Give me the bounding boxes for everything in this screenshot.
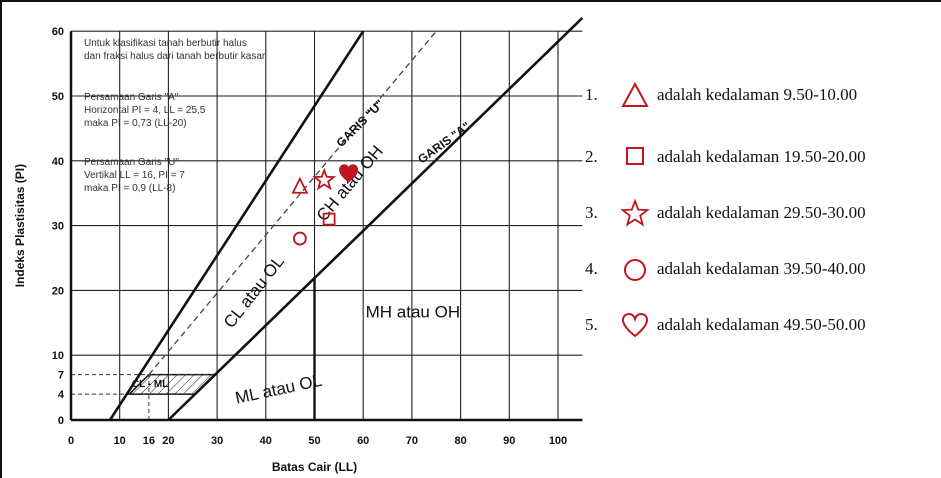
x-tick-label: 20 — [162, 435, 174, 447]
legend-label: adalah kedalaman 19.50-20.00 — [657, 147, 866, 166]
y-tick-label: 10 — [52, 350, 64, 362]
x-tick-label: 0 — [68, 435, 74, 447]
marker-triangle — [291, 176, 309, 194]
square-icon — [613, 142, 657, 172]
y-tick-label: 7 — [58, 370, 64, 382]
u-line-label: GARIS "U" — [334, 97, 387, 150]
x-tick-label: 100 — [549, 435, 567, 447]
x-tick-label: 90 — [503, 435, 515, 447]
x-tick-label: 10 — [114, 435, 126, 447]
legend-item-5: 5. adalah kedalaman 49.50-50.00 — [585, 308, 866, 342]
x-tick-label: 16 — [143, 435, 155, 447]
marker-star — [312, 167, 337, 191]
note-text: maka PI = 0,9 (LL-8) — [84, 183, 175, 194]
note-text: Vertikal LL = 16, PI = 7 — [84, 170, 185, 181]
outer-boundary-line — [108, 30, 365, 421]
heart-icon — [613, 310, 657, 340]
marker-circle — [292, 231, 307, 246]
legend-number: 4. — [585, 259, 598, 278]
legend-item-3: 3. adalah kedalaman 29.50-30.00 — [585, 196, 866, 230]
legend-item-4: 4. adalah kedalaman 39.50-40.00 — [585, 252, 866, 286]
marker-heart — [339, 164, 359, 183]
legend-number: 2. — [585, 147, 598, 166]
note-text: dan fraksi halus dari tanah berbutir kas… — [84, 51, 266, 62]
note-text: maka PI = 0,73 (LL-20) — [84, 118, 187, 129]
note-text: Horizontal PI = 4, LL = 25,5 — [84, 105, 206, 116]
legend-number: 3. — [585, 203, 598, 222]
region-label-mh-oh: MH atau OH — [366, 303, 460, 322]
legend-label: adalah kedalaman 9.50-10.00 — [657, 85, 858, 104]
y-tick-label: 4 — [58, 389, 65, 401]
region-label-ml-ol: ML atau OL — [233, 371, 323, 408]
legend-label: adalah kedalaman 39.50-40.00 — [657, 259, 866, 278]
y-axis-title: Indeks Plastisitas (PI) — [13, 164, 27, 287]
note-text: Untuk klasifikasi tanah berbutir halus — [84, 38, 247, 49]
legend-number: 1. — [585, 85, 598, 104]
x-tick-label: 60 — [357, 435, 369, 447]
legend-label: adalah kedalaman 29.50-30.00 — [657, 203, 866, 222]
star-icon-shape — [620, 198, 650, 227]
x-tick-label: 40 — [260, 435, 272, 447]
x-tick-label: 80 — [454, 435, 466, 447]
legend-label: adalah kedalaman 49.50-50.00 — [657, 315, 866, 334]
y-tick-label: 50 — [52, 91, 64, 103]
circle-icon — [613, 254, 657, 284]
a-line-label: GARIS "A" — [415, 119, 473, 166]
y-tick-label: 60 — [52, 26, 64, 38]
u-line — [148, 30, 437, 376]
note-text: Persamaan Garis "A" — [84, 92, 179, 103]
a-line — [167, 16, 584, 421]
x-tick-label: 50 — [308, 435, 320, 447]
y-tick-label: 30 — [52, 221, 64, 233]
legend-number: 5. — [585, 315, 598, 334]
y-tick-label: 0 — [58, 415, 64, 427]
plasticity-chart: 0 10 16 20 30 40 50 60 70 80 90 100 0 4 7 10 20 30 40 50 60 B… — [13, 16, 584, 474]
legend-item-1: 1. adalah kedalaman 9.50-10.00 — [585, 78, 857, 112]
x-axis-title: Batas Cair (LL) — [272, 460, 357, 474]
marker-square — [322, 212, 336, 226]
star-icon — [613, 198, 657, 228]
note-text: Persamaan Garis "U" — [84, 157, 179, 168]
triangle-icon — [613, 80, 657, 110]
y-tick-label: 40 — [52, 156, 64, 168]
region-label-cl-ml: CL - ML — [132, 379, 168, 390]
y-tick-label: 20 — [52, 285, 64, 297]
legend-item-2: 2. adalah kedalaman 19.50-20.00 — [585, 140, 866, 174]
region-label-cl-ol: CL atau OL — [220, 252, 288, 332]
region-label-ch-oh: CH atau OH — [313, 142, 387, 225]
x-tick-label: 70 — [406, 435, 418, 447]
x-tick-label: 30 — [211, 435, 223, 447]
